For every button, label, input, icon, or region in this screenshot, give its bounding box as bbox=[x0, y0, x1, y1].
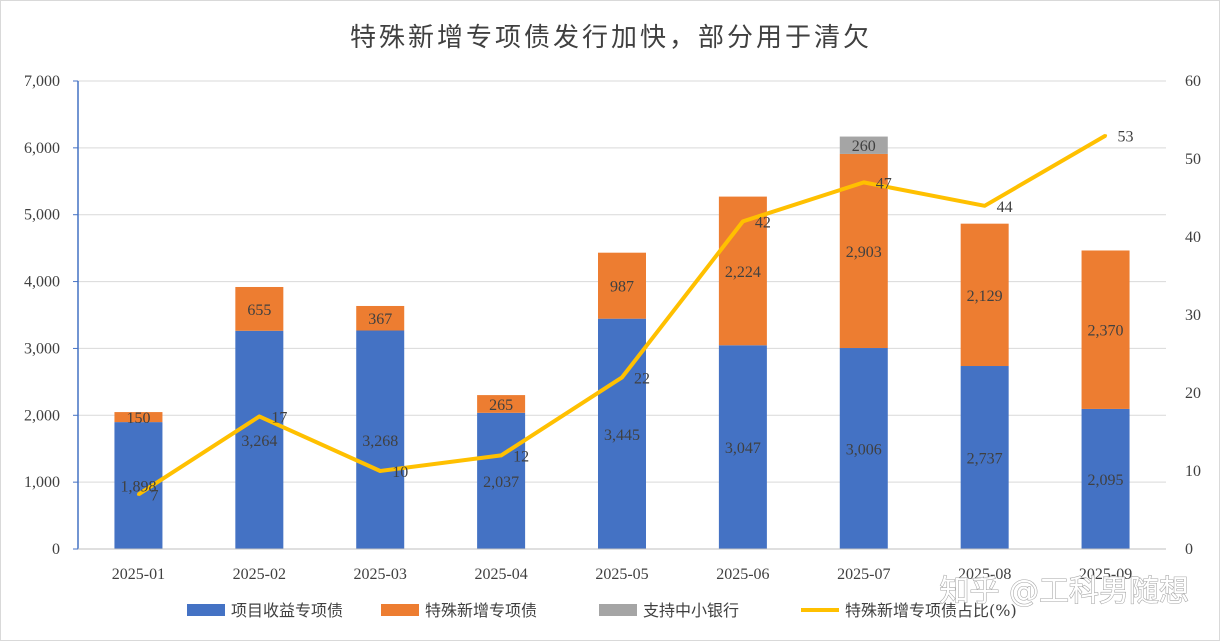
data-labels: 1,898 150 3,264 655 3,268 367 2,037 265 3,445 987… bbox=[120, 129, 1133, 505]
bar-data-label: 2,224 bbox=[725, 264, 761, 281]
bar-1-4 bbox=[598, 252, 646, 319]
y-left-tick-label: 1,000 bbox=[24, 474, 60, 491]
bar-1-2 bbox=[356, 305, 405, 331]
line-point bbox=[136, 492, 140, 496]
line-data-label: 17 bbox=[271, 409, 287, 426]
y-left-tick-label: 4,000 bbox=[24, 274, 60, 291]
line-data-label: 53 bbox=[1118, 129, 1134, 146]
bar-data-label: 3,047 bbox=[725, 440, 761, 457]
bar-data-label: 987 bbox=[610, 279, 634, 296]
legend-swatch bbox=[187, 604, 225, 616]
line-point bbox=[257, 414, 261, 418]
x-tick-label: 2025-09 bbox=[1079, 566, 1132, 583]
bar-data-label: 3,445 bbox=[604, 427, 640, 444]
line-data-label: 10 bbox=[392, 464, 408, 481]
y-left-tick-label: 5,000 bbox=[24, 207, 60, 224]
line-data-label: 7 bbox=[150, 487, 158, 504]
bar-data-label: 2,095 bbox=[1088, 472, 1124, 489]
bar-data-label: 367 bbox=[368, 311, 392, 328]
chart-title: 特殊新增专项债发行加快，部分用于清欠 bbox=[350, 23, 872, 53]
legend-label: 项目收益专项债 bbox=[231, 601, 343, 620]
bar-series bbox=[114, 136, 1130, 549]
bar-0-1 bbox=[235, 330, 284, 549]
y-left-tick-label: 6,000 bbox=[24, 140, 60, 157]
bar-0-6 bbox=[839, 348, 888, 549]
x-tick-label: 2025-08 bbox=[958, 566, 1011, 583]
legend-label: 特殊新增专项债占比(%) bbox=[845, 601, 1017, 620]
watermark-text: 知乎 @工科男随想 bbox=[939, 574, 1189, 609]
x-tick-label: 2025-06 bbox=[716, 566, 769, 583]
bar-2-6 bbox=[839, 136, 888, 154]
line-point bbox=[862, 180, 866, 184]
x-tick-label: 2025-03 bbox=[354, 566, 407, 583]
line-data-label: 42 bbox=[755, 214, 771, 231]
bar-data-label: 2,737 bbox=[967, 451, 1003, 468]
x-tick-label: 2025-05 bbox=[595, 566, 648, 583]
y-right-tick-label: 0 bbox=[1185, 541, 1193, 558]
legend-label: 支持中小银行 bbox=[643, 601, 739, 620]
legend: 项目收益专项债 特殊新增专项债 支持中小银行 特殊新增专项债占比(%) bbox=[187, 601, 1017, 620]
line-point bbox=[741, 219, 745, 223]
legend-label: 特殊新增专项债 bbox=[425, 601, 537, 620]
line-data-label: 12 bbox=[513, 448, 529, 465]
y-right-tick-label: 10 bbox=[1185, 463, 1201, 480]
bar-data-label: 2,903 bbox=[846, 244, 882, 261]
bar-0-8 bbox=[1081, 408, 1130, 549]
x-tick-label: 2025-04 bbox=[474, 566, 527, 583]
legend-swatch bbox=[599, 604, 637, 616]
line-data-label: 47 bbox=[876, 175, 892, 192]
y-left-tick-label: 0 bbox=[52, 541, 60, 558]
y-left-tick-label: 2,000 bbox=[24, 407, 60, 424]
bar-data-label: 655 bbox=[247, 302, 271, 319]
x-tick-label: 2025-02 bbox=[233, 566, 286, 583]
bar-1-7 bbox=[960, 223, 1009, 367]
y-right-tick-label: 40 bbox=[1185, 229, 1201, 246]
y-left-tick-label: 7,000 bbox=[24, 73, 60, 90]
line-point bbox=[499, 453, 503, 457]
line-point bbox=[620, 375, 624, 379]
bar-data-label: 2,037 bbox=[483, 474, 519, 491]
bar-data-label: 265 bbox=[489, 397, 513, 414]
bar-1-8 bbox=[1081, 250, 1130, 409]
y-right-tick-label: 30 bbox=[1185, 307, 1201, 324]
line-point bbox=[378, 469, 382, 473]
y-left-tick-label: 3,000 bbox=[24, 340, 60, 357]
bar-1-0 bbox=[114, 412, 163, 423]
y-right-tick-label: 60 bbox=[1185, 73, 1201, 90]
axes: 0 1,000 2,000 3,000 4,000 5,000 6,000 7,000 0 10 2… bbox=[24, 73, 1201, 583]
line-data-label: 44 bbox=[997, 199, 1013, 216]
bar-data-label: 150 bbox=[126, 410, 150, 427]
bar-1-1 bbox=[235, 286, 284, 331]
line-series bbox=[136, 133, 1108, 497]
bar-data-label: 2,370 bbox=[1088, 323, 1124, 340]
bar-data-label: 2,129 bbox=[967, 288, 1003, 305]
bar-0-2 bbox=[356, 330, 405, 549]
legend-swatch bbox=[381, 604, 419, 616]
y-right-tick-label: 20 bbox=[1185, 385, 1201, 402]
line-point bbox=[1104, 134, 1108, 138]
x-tick-label: 2025-01 bbox=[112, 566, 165, 583]
bar-data-label: 260 bbox=[852, 138, 876, 155]
bar-0-3 bbox=[477, 412, 526, 549]
bar-1-3 bbox=[477, 395, 526, 413]
x-tick-label: 2025-07 bbox=[837, 566, 890, 583]
line-data-label: 22 bbox=[634, 370, 650, 387]
bar-0-7 bbox=[960, 366, 1009, 549]
bar-data-label: 3,268 bbox=[362, 433, 398, 450]
bar-0-5 bbox=[718, 345, 767, 549]
bar-data-label: 1,898 bbox=[120, 479, 156, 496]
bar-data-label: 3,264 bbox=[241, 433, 277, 450]
line-point bbox=[983, 204, 987, 208]
bar-data-label: 3,006 bbox=[846, 442, 882, 459]
y-right-tick-label: 50 bbox=[1185, 151, 1201, 168]
